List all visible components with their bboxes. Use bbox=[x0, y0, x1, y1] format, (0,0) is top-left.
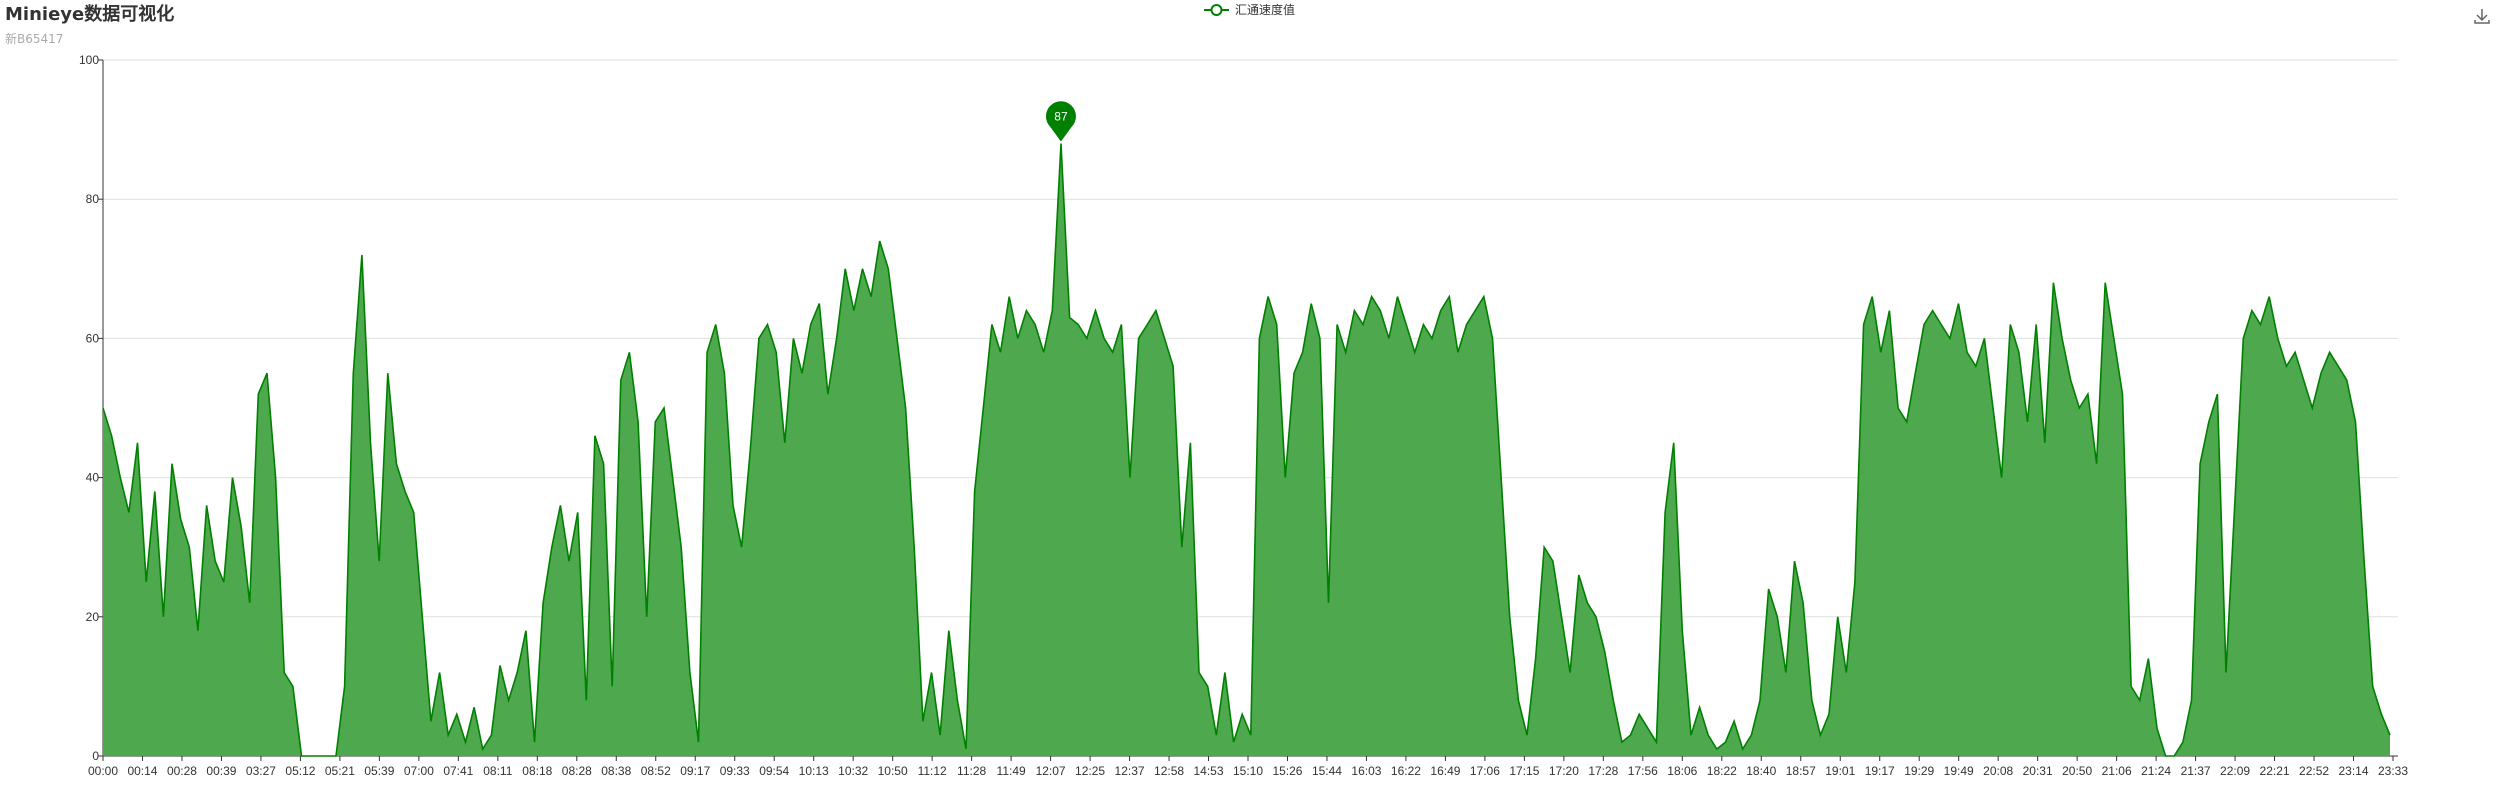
x-tick-label: 19:29 bbox=[1904, 764, 1934, 778]
x-tick-label: 21:24 bbox=[2141, 764, 2171, 778]
x-tick-label: 10:50 bbox=[878, 764, 908, 778]
x-tick-label: 17:56 bbox=[1628, 764, 1658, 778]
x-tick-label: 22:09 bbox=[2220, 764, 2250, 778]
x-tick-label: 14:53 bbox=[1194, 764, 1224, 778]
x-tick-label: 15:26 bbox=[1272, 764, 1302, 778]
x-tick-label: 18:57 bbox=[1786, 764, 1816, 778]
x-tick-label: 05:12 bbox=[285, 764, 315, 778]
x-tick-label: 21:06 bbox=[2102, 764, 2132, 778]
x-tick-label: 17:06 bbox=[1470, 764, 1500, 778]
x-tick-label: 09:17 bbox=[680, 764, 710, 778]
x-tick-label: 16:22 bbox=[1391, 764, 1421, 778]
x-tick-label: 07:41 bbox=[443, 764, 473, 778]
x-tick-label: 17:20 bbox=[1549, 764, 1579, 778]
x-tick-label: 07:00 bbox=[404, 764, 434, 778]
y-tick-label: 20 bbox=[86, 610, 100, 624]
x-tick-label: 18:40 bbox=[1746, 764, 1776, 778]
x-tick-label: 08:52 bbox=[641, 764, 671, 778]
chart-subtitle: 新B65417 bbox=[5, 32, 64, 46]
x-tick-label: 00:28 bbox=[167, 764, 197, 778]
x-tick-label: 00:39 bbox=[206, 764, 236, 778]
x-tick-label: 09:54 bbox=[759, 764, 789, 778]
x-tick-label: 20:50 bbox=[2062, 764, 2092, 778]
y-tick-label: 60 bbox=[86, 331, 100, 345]
x-tick-label: 10:13 bbox=[799, 764, 829, 778]
max-marker-label: 87 bbox=[1054, 110, 1068, 124]
x-tick-label: 23:33 bbox=[2378, 764, 2408, 778]
x-tick-label: 20:08 bbox=[1983, 764, 2013, 778]
legend-item[interactable]: 汇通速度值 bbox=[1204, 1, 1295, 18]
x-tick-label: 18:06 bbox=[1667, 764, 1697, 778]
x-tick-label: 15:44 bbox=[1312, 764, 1342, 778]
x-tick-label: 20:31 bbox=[2023, 764, 2053, 778]
y-tick-label: 0 bbox=[92, 749, 99, 763]
x-tick-label: 05:21 bbox=[325, 764, 355, 778]
x-tick-label: 08:18 bbox=[522, 764, 552, 778]
x-tick-label: 11:12 bbox=[918, 764, 947, 778]
x-tick-label: 00:00 bbox=[88, 764, 118, 778]
x-tick-label: 09:33 bbox=[720, 764, 750, 778]
y-tick-label: 40 bbox=[86, 471, 100, 485]
x-tick-label: 17:15 bbox=[1509, 764, 1539, 778]
x-tick-label: 11:28 bbox=[957, 764, 986, 778]
series-line bbox=[102, 143, 2391, 757]
x-tick-label: 16:03 bbox=[1351, 764, 1381, 778]
y-tick-label: 80 bbox=[86, 192, 100, 206]
x-tick-label: 22:52 bbox=[2299, 764, 2329, 778]
x-tick-label: 12:07 bbox=[1036, 764, 1066, 778]
x-tick-label: 18:22 bbox=[1707, 764, 1737, 778]
series-area bbox=[103, 143, 2390, 756]
x-tick-label: 12:58 bbox=[1154, 764, 1184, 778]
x-tick-label: 03:27 bbox=[246, 764, 276, 778]
x-tick-label: 10:32 bbox=[838, 764, 868, 778]
y-tick-label: 100 bbox=[79, 53, 99, 67]
x-tick-label: 19:17 bbox=[1865, 764, 1895, 778]
x-tick-label: 11:49 bbox=[997, 764, 1026, 778]
x-tick-label: 19:49 bbox=[1944, 764, 1974, 778]
x-tick-label: 15:10 bbox=[1233, 764, 1263, 778]
x-tick-label: 08:38 bbox=[601, 764, 631, 778]
x-tick-label: 22:21 bbox=[2260, 764, 2290, 778]
x-tick-label: 08:28 bbox=[562, 764, 592, 778]
x-tick-label: 19:01 bbox=[1825, 764, 1855, 778]
x-tick-label: 23:14 bbox=[2339, 764, 2369, 778]
legend-symbol-icon bbox=[1204, 3, 1229, 16]
max-marker-pin bbox=[1045, 101, 1076, 142]
x-tick-label: 17:28 bbox=[1588, 764, 1618, 778]
x-tick-label: 00:14 bbox=[127, 764, 157, 778]
x-tick-label: 16:49 bbox=[1430, 764, 1460, 778]
legend-label: 汇通速度值 bbox=[1235, 3, 1296, 17]
x-tick-label: 21:37 bbox=[2181, 764, 2211, 778]
chart-title: Minieye数据可视化 bbox=[5, 4, 175, 25]
x-tick-label: 05:39 bbox=[364, 764, 394, 778]
download-icon bbox=[2474, 9, 2490, 24]
download-button[interactable] bbox=[2472, 6, 2492, 26]
x-tick-label: 12:37 bbox=[1115, 764, 1145, 778]
x-tick-label: 12:25 bbox=[1075, 764, 1105, 778]
x-tick-label: 08:11 bbox=[483, 764, 512, 778]
